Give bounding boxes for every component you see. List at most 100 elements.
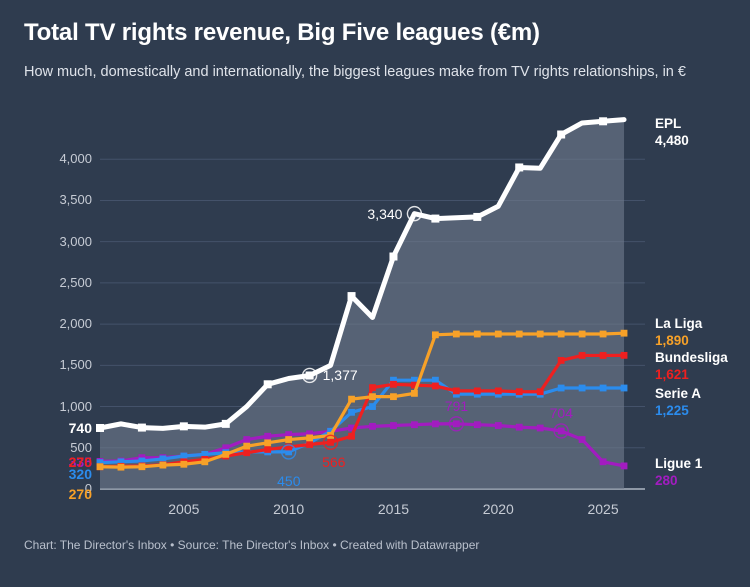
y-axis-tick-label: 1,500 xyxy=(59,357,92,373)
x-axis-tick-label: 2010 xyxy=(273,501,305,517)
legend-item-ligue-1[interactable]: Ligue 1 280 xyxy=(655,456,702,488)
data-point xyxy=(452,330,460,338)
data-point xyxy=(515,163,524,172)
data-point xyxy=(96,463,104,471)
data-point xyxy=(285,436,293,443)
data-point xyxy=(138,463,146,471)
annotation-label: 704 xyxy=(549,404,573,421)
annotation-marker xyxy=(280,444,297,460)
series-start-value-serie-a: 320 xyxy=(68,465,92,482)
data-point xyxy=(620,351,628,359)
data-point xyxy=(222,444,230,452)
data-point xyxy=(390,376,397,384)
data-point xyxy=(138,457,146,465)
data-point xyxy=(620,462,628,470)
data-point xyxy=(557,356,565,364)
legend-item-serie-a[interactable]: Serie A 1,225 xyxy=(655,386,701,418)
data-point xyxy=(599,384,607,392)
data-point xyxy=(117,458,125,466)
data-point xyxy=(347,292,356,301)
data-point xyxy=(221,419,230,428)
data-point xyxy=(411,381,418,389)
y-axis-tick-label: 3,500 xyxy=(59,192,92,208)
series-start-value-la-liga: 270 xyxy=(68,485,92,502)
data-point xyxy=(473,387,481,395)
data-point xyxy=(494,422,502,429)
legend-item-la-liga[interactable]: La Liga 1,890 xyxy=(655,316,702,348)
y-axis-tick-label: 500 xyxy=(70,439,92,455)
data-point xyxy=(494,330,502,338)
data-point xyxy=(620,329,628,337)
data-point xyxy=(599,458,607,466)
data-point xyxy=(473,212,482,221)
y-axis-tick-label: 2,500 xyxy=(59,274,92,290)
x-axis-tick-label: 2015 xyxy=(377,501,410,517)
data-point xyxy=(557,427,565,435)
data-point xyxy=(431,214,440,223)
data-point xyxy=(431,382,439,390)
data-point xyxy=(96,423,104,432)
legend-series-value: 1,225 xyxy=(655,403,689,418)
data-point xyxy=(452,387,460,395)
annotation-label: 1,377 xyxy=(322,367,358,384)
data-point xyxy=(390,422,397,429)
data-point xyxy=(348,432,355,440)
data-point xyxy=(264,432,272,440)
data-point xyxy=(599,117,608,126)
data-point xyxy=(348,408,355,416)
data-point xyxy=(431,331,439,339)
data-point xyxy=(557,130,566,139)
data-point xyxy=(180,452,188,460)
x-axis-tick-label: 2025 xyxy=(587,501,619,517)
annotation-label: 3,340 xyxy=(367,205,403,222)
series-la-liga[interactable] xyxy=(96,329,628,471)
data-point xyxy=(348,395,355,403)
y-axis-tick-label: 1,000 xyxy=(59,398,92,414)
legend-series-value: 1,621 xyxy=(655,367,689,382)
epl-area-fill xyxy=(100,119,625,489)
annotation-marker xyxy=(301,367,318,384)
data-point xyxy=(305,371,314,380)
data-point xyxy=(243,442,251,450)
data-point xyxy=(431,376,439,384)
data-point xyxy=(264,439,272,447)
annotation-marker xyxy=(406,205,423,222)
data-point xyxy=(390,393,397,401)
data-point xyxy=(473,330,481,338)
data-point xyxy=(431,420,439,428)
x-axis-tick-label: 2020 xyxy=(482,501,514,517)
legend-item-bundesliga[interactable]: Bundesliga 1,621 xyxy=(655,350,728,382)
data-point xyxy=(243,449,251,457)
data-point xyxy=(578,384,586,392)
data-point xyxy=(263,380,272,389)
data-point xyxy=(578,436,586,443)
series-line xyxy=(98,353,626,469)
data-point xyxy=(494,387,502,395)
data-point xyxy=(557,384,565,392)
legend-series-value: 280 xyxy=(655,473,678,488)
data-point xyxy=(515,423,523,431)
data-point xyxy=(369,403,376,410)
page-subtitle: How much, domestically and international… xyxy=(24,64,686,80)
legend-series-name: Bundesliga xyxy=(655,350,728,365)
data-point xyxy=(411,376,418,384)
series-epl[interactable] xyxy=(96,117,627,432)
data-point xyxy=(327,427,334,435)
data-point xyxy=(557,330,565,338)
series-line xyxy=(98,331,626,469)
data-point xyxy=(536,330,544,338)
data-point xyxy=(264,446,272,453)
annotation-marker xyxy=(553,423,569,439)
data-point xyxy=(180,460,188,468)
series-start-value-bundesliga: 270 xyxy=(68,453,92,470)
legend-item-epl[interactable]: EPL 4,480 xyxy=(655,116,689,148)
legend-series-name: La Liga xyxy=(655,316,703,331)
annotation-label: 450 xyxy=(277,472,301,489)
data-point xyxy=(369,393,376,401)
data-point xyxy=(159,455,167,463)
data-point xyxy=(285,448,293,456)
data-point xyxy=(306,430,314,438)
legend-series-value: 1,890 xyxy=(655,333,689,348)
data-point xyxy=(201,458,209,466)
annotation-marker xyxy=(448,416,465,432)
